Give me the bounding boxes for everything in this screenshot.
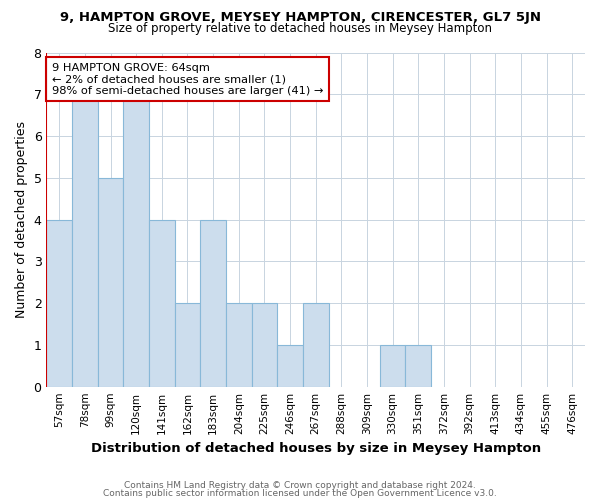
Bar bbox=[277, 345, 303, 387]
Bar bbox=[46, 220, 72, 386]
Bar bbox=[303, 303, 329, 386]
Bar bbox=[200, 220, 226, 386]
Bar bbox=[124, 94, 149, 387]
Bar bbox=[251, 303, 277, 386]
Bar bbox=[149, 220, 175, 386]
Text: 9 HAMPTON GROVE: 64sqm
← 2% of detached houses are smaller (1)
98% of semi-detac: 9 HAMPTON GROVE: 64sqm ← 2% of detached … bbox=[52, 62, 323, 96]
Y-axis label: Number of detached properties: Number of detached properties bbox=[15, 121, 28, 318]
Text: 9, HAMPTON GROVE, MEYSEY HAMPTON, CIRENCESTER, GL7 5JN: 9, HAMPTON GROVE, MEYSEY HAMPTON, CIRENC… bbox=[59, 11, 541, 24]
Bar bbox=[175, 303, 200, 386]
Text: Size of property relative to detached houses in Meysey Hampton: Size of property relative to detached ho… bbox=[108, 22, 492, 35]
Text: Contains HM Land Registry data © Crown copyright and database right 2024.: Contains HM Land Registry data © Crown c… bbox=[124, 481, 476, 490]
Bar bbox=[406, 345, 431, 387]
Bar bbox=[226, 303, 251, 386]
Text: Contains public sector information licensed under the Open Government Licence v3: Contains public sector information licen… bbox=[103, 488, 497, 498]
Bar bbox=[380, 345, 406, 387]
Bar bbox=[98, 178, 124, 386]
Bar bbox=[72, 94, 98, 387]
X-axis label: Distribution of detached houses by size in Meysey Hampton: Distribution of detached houses by size … bbox=[91, 442, 541, 455]
